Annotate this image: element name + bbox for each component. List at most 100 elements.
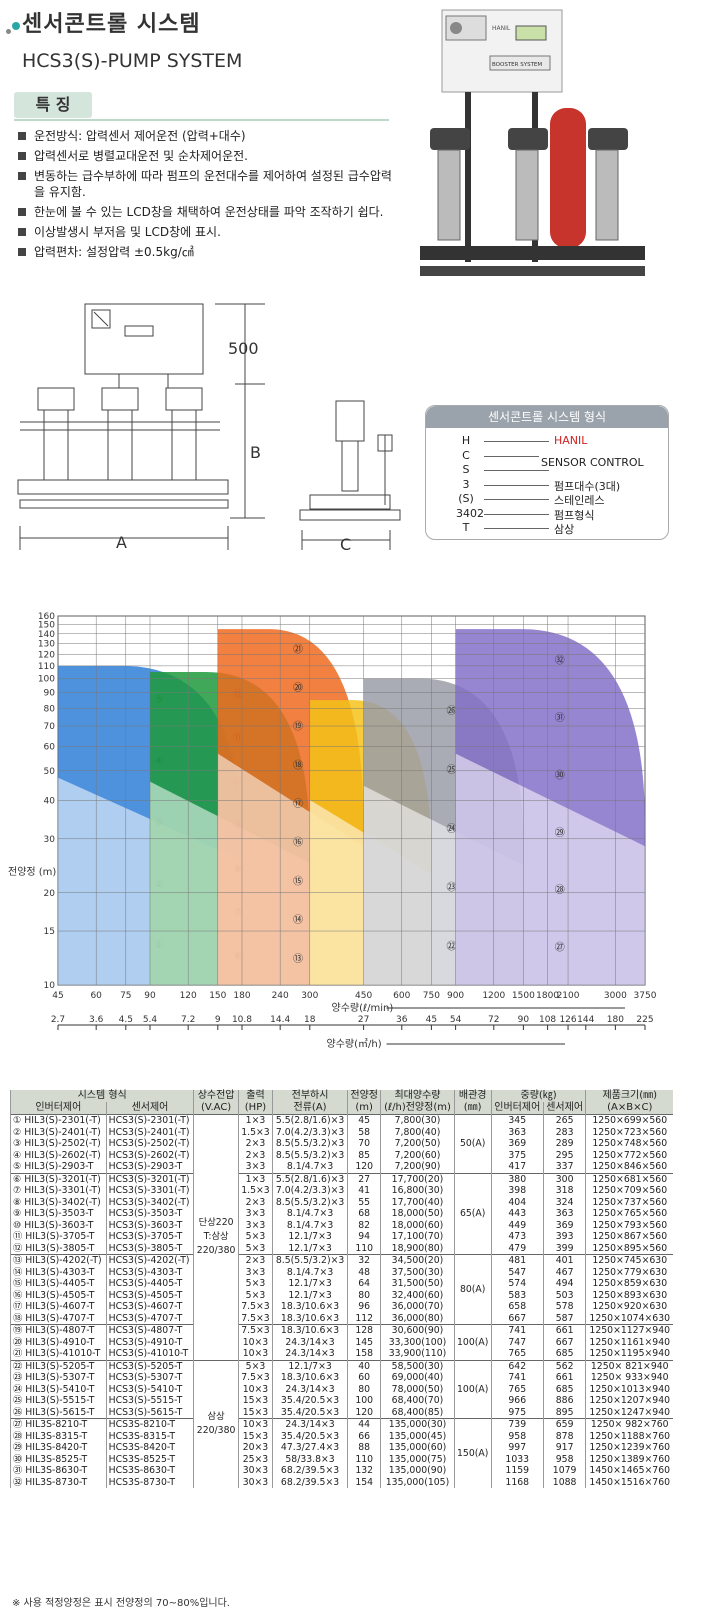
x2-tick-label: 5.4 <box>143 1015 158 1025</box>
cell-weight-sensor: 401 <box>542 1254 586 1267</box>
model-code-letter: H <box>461 434 471 447</box>
cell-head: 82 <box>347 1219 381 1231</box>
table-row: ⑮ HIL3(S)-4405-T HCS3(S)-4405-T 5×3 12.1/7×… <box>10 1278 673 1290</box>
cell-inverter-model: ⑯ HIL3(S)-4505-T <box>10 1289 107 1301</box>
table-row: ㉗ HIL3S-8210-T HCS3S-8210-T 10×3 24.3/14×3 4… <box>10 1418 673 1488</box>
x2-tick-label: 18 <box>304 1015 316 1025</box>
cell-inverter-model: ㉛ HIL3S-8630-T <box>10 1465 107 1477</box>
table-row: ㉕ HIL3(S)-5515-T HCS3(S)-5515-T 15×3 35.4/2… <box>10 1395 673 1407</box>
cell-max-flow: 135,000(105) <box>380 1476 455 1488</box>
x-tick-label: 3750 <box>634 991 657 1001</box>
cell-max-flow: 16,800(30) <box>380 1185 455 1197</box>
th-sensor: 센서제어 <box>105 1102 194 1115</box>
x2-tick-label: 180 <box>607 1015 624 1025</box>
x-tick-label: 2100 <box>557 991 580 1001</box>
table-row: ② HIL3(S)-2401(-T) HCS3(S)-2401(-T) 1.5×3 7… <box>10 1126 673 1138</box>
cell-head: 48 <box>347 1266 381 1278</box>
cell-sensor-model: HCS3(S)-5615-T <box>105 1406 194 1419</box>
cell-inverter-model: ⑤ HIL3(S)-2903-T <box>10 1161 107 1173</box>
curve-label: ⑮ <box>293 875 303 887</box>
x2-tick-label: 108 <box>539 1015 556 1025</box>
model-code-desc: 삼상 <box>554 523 575 536</box>
cell-weight-sensor: 659 <box>542 1418 586 1431</box>
cell-weight-sensor: 917 <box>542 1442 586 1454</box>
cell-output: 2×3 <box>237 1149 273 1161</box>
cell-output: 2×3 <box>237 1138 273 1150</box>
y-tick-label: 70 <box>44 722 56 732</box>
cell-weight-sensor: 578 <box>542 1301 586 1313</box>
x2-tick-label: 90 <box>518 1015 530 1025</box>
cell-size: 1250×1239×760 <box>585 1442 673 1454</box>
cell-inverter-model: ㉓ HIL3(S)-5307-T <box>10 1372 107 1384</box>
cell-current: 8.5(5.5/3.2)×3 <box>272 1254 348 1267</box>
cell-current: 24.3/14×3 <box>272 1383 348 1395</box>
cell-weight-inverter: 739 <box>490 1418 544 1431</box>
curve-label: ⑭ <box>293 914 303 926</box>
cell-current: 12.1/7×3 <box>272 1289 348 1301</box>
cell-sensor-model: HCS3(S)-5515-T <box>105 1395 194 1407</box>
x2-tick-label: 4.5 <box>119 1015 133 1025</box>
curve-label: ⑬ <box>293 953 303 965</box>
table-row: ⑬ HIL3(S)-4202(-T) HCS3(S)-4202(-T) 2×3 8.5… <box>10 1254 673 1325</box>
cell-output: 15×3 <box>237 1395 273 1407</box>
cell-size: 1450×1465×760 <box>585 1465 673 1477</box>
x-tick-label: 600 <box>393 991 410 1001</box>
features-divider <box>14 119 389 121</box>
cell-weight-sensor: 265 <box>542 1114 586 1127</box>
curve-label: ㉘ <box>555 884 565 896</box>
cell-current: 35.4/20.5×3 <box>272 1430 348 1442</box>
cell-output: 3×3 <box>237 1208 273 1220</box>
y-tick-label: 40 <box>44 797 56 807</box>
table-row: ㉚ HIL3S-8525-T HCS3S-8525-T 25×3 58/33.8×3 1… <box>10 1453 673 1465</box>
table-row: ㉓ HIL3(S)-5307-T HCS3(S)-5307-T 7.5×3 18.3/… <box>10 1372 673 1384</box>
model-code-leader <box>484 513 549 515</box>
cell-output: 3×3 <box>237 1219 273 1231</box>
cell-weight-sensor: 318 <box>542 1185 586 1197</box>
cell-weight-inverter: 765 <box>490 1383 544 1395</box>
cell-current: 18.3/10.6×3 <box>272 1324 348 1337</box>
table-row: ⑥ HIL3(S)-3201(-T) HCS3(S)-3201(-T) 1×3 5.5… <box>10 1172 673 1255</box>
cell-max-flow: 7,200(90) <box>380 1161 455 1173</box>
table-row: ㉔ HIL3(S)-5410-T HCS3(S)-5410-T 10×3 24.3/1… <box>10 1383 673 1395</box>
y-tick-label: 120 <box>38 650 55 660</box>
cell-current: 68.2/39.5×3 <box>272 1476 348 1488</box>
cell-max-flow: 7,200(60) <box>380 1149 455 1161</box>
table-row: ㉑ HIL3(S)-41010-T HCS3(S)-41010-T 10×3 24.3… <box>10 1348 673 1360</box>
cell-head: 66 <box>347 1430 381 1442</box>
cell-output: 10×3 <box>237 1348 273 1360</box>
cell-head: 110 <box>347 1453 381 1465</box>
x2-tick-label: 45 <box>426 1015 437 1025</box>
feature-item: 운전방식: 압력센서 제어운전 (압력+대수) <box>18 128 398 144</box>
cell-size: 1250×1188×760 <box>585 1430 673 1442</box>
curve-label: ㉒ <box>446 941 456 953</box>
cell-inverter-model: ㉖ HIL3(S)-5615-T <box>10 1406 107 1419</box>
cell-output: 1.5×3 <box>237 1126 273 1138</box>
cell-inverter-model: ⑥ HIL3(S)-3201(-T) <box>10 1172 107 1185</box>
cell-inverter-model: ⑩ HIL3(S)-3603-T <box>10 1219 107 1231</box>
table-row: ④ HIL3(S)-2602(-T) HCS3(S)-2602(-T) 2×3 8.5… <box>10 1149 673 1161</box>
x-axis-label: 양수량(ℓ/min) <box>332 1002 394 1014</box>
x2-tick-label: 14.4 <box>270 1015 290 1025</box>
cell-sensor-model: HCS3(S)-3301(-T) <box>105 1185 194 1197</box>
curve-label: ㉑ <box>293 643 303 655</box>
performance-chart: ①②③④⑤⑥⑦⑧⑨⑩⑪⑫⑬⑭⑮⑯⑰⑱⑲⑳㉑㉒㉓㉔㉕㉖㉗㉘㉙㉚㉛㉜10152030… <box>8 612 657 1050</box>
cell-output: 5×3 <box>237 1242 273 1255</box>
feature-item: 이상발생시 부저음 및 LCD창에 표시. <box>18 224 398 240</box>
cell-weight-sensor: 1079 <box>542 1465 586 1477</box>
model-code-desc: 펌프대수(3대) <box>554 479 621 493</box>
cell-weight-inverter: 473 <box>490 1231 544 1243</box>
cell-sensor-model: HCS3S-8210-T <box>105 1418 194 1431</box>
x2-axis-label: 양수량(㎥/h) <box>327 1037 382 1050</box>
title-dot <box>12 22 20 30</box>
cell-weight-sensor: 878 <box>542 1430 586 1442</box>
y-tick-label: 30 <box>44 835 56 845</box>
cell-current: 8.1/4.7×3 <box>272 1161 348 1173</box>
cell-sensor-model: HCS3(S)-4202(-T) <box>105 1254 194 1267</box>
cell-head: 158 <box>347 1348 381 1360</box>
x2-tick-label: 3.6 <box>89 1015 104 1025</box>
cell-head: 96 <box>347 1301 381 1313</box>
cell-pipe: 50(A) <box>453 1114 492 1173</box>
x-tick-label: 150 <box>209 991 226 1001</box>
cell-size: 1250×737×560 <box>585 1196 673 1208</box>
x2-tick-label: 7.2 <box>181 1015 195 1025</box>
